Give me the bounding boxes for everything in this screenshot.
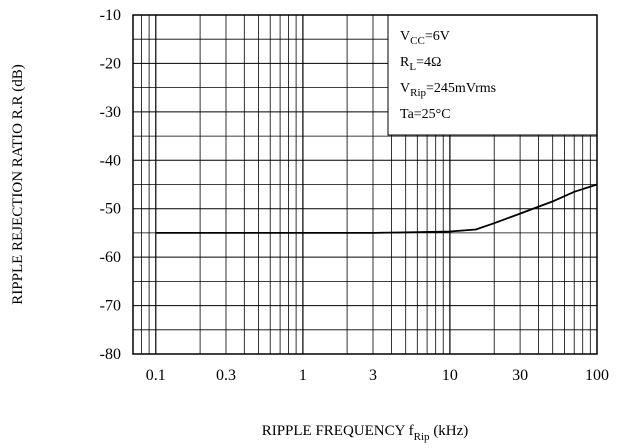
plot-frame [132,14,598,355]
x-axis-label-subscript: Rip [414,431,430,443]
y-tick-label: -70 [100,298,121,315]
x-tick-label: 0.3 [216,367,236,384]
x-tick-label: 10 [442,367,458,384]
x-axis-ticks: 0.1 0.3 1 3 10 30 100 [146,367,609,384]
x-axis-label-main: RIPPLE FREQUENCY f [262,423,414,439]
y-tick-label: -10 [100,7,121,24]
x-axis-label: RIPPLE FREQUENCY fRip (kHz) [262,423,469,443]
legend-entry: VCC=6V [400,29,450,47]
y-axis-ticks: -10 -20 -30 -40 -50 -60 -70 -80 [100,7,121,363]
y-tick-label: -30 [100,104,121,121]
y-tick-label: -60 [100,249,121,266]
x-tick-label: 1 [299,367,307,384]
x-tick-label: 30 [512,367,528,384]
legend-entry: Ta=25°C [400,107,451,122]
y-tick-label: -20 [100,55,121,72]
series-layer [155,183,598,234]
series-line-ripple-rejection [155,183,598,234]
legend-entry: VRip=245mVrms [400,81,496,99]
y-tick-label: -80 [100,346,121,363]
x-axis-label-unit: (kHz) [430,423,469,439]
y-axis-label: RIPPLE REJECTION RATIO R.R (dB) [10,64,26,304]
legend-box [387,14,598,136]
x-tick-label: 0.1 [146,367,166,384]
y-tick-label: -50 [100,201,121,218]
legend-entry: RL=4Ω [400,55,441,73]
legend: VCC=6V RL=4Ω VRip=245mVrms Ta=25°C [387,14,598,136]
x-tick-label: 3 [369,367,377,384]
x-tick-label: 100 [585,367,609,384]
y-tick-label: -40 [100,152,121,169]
